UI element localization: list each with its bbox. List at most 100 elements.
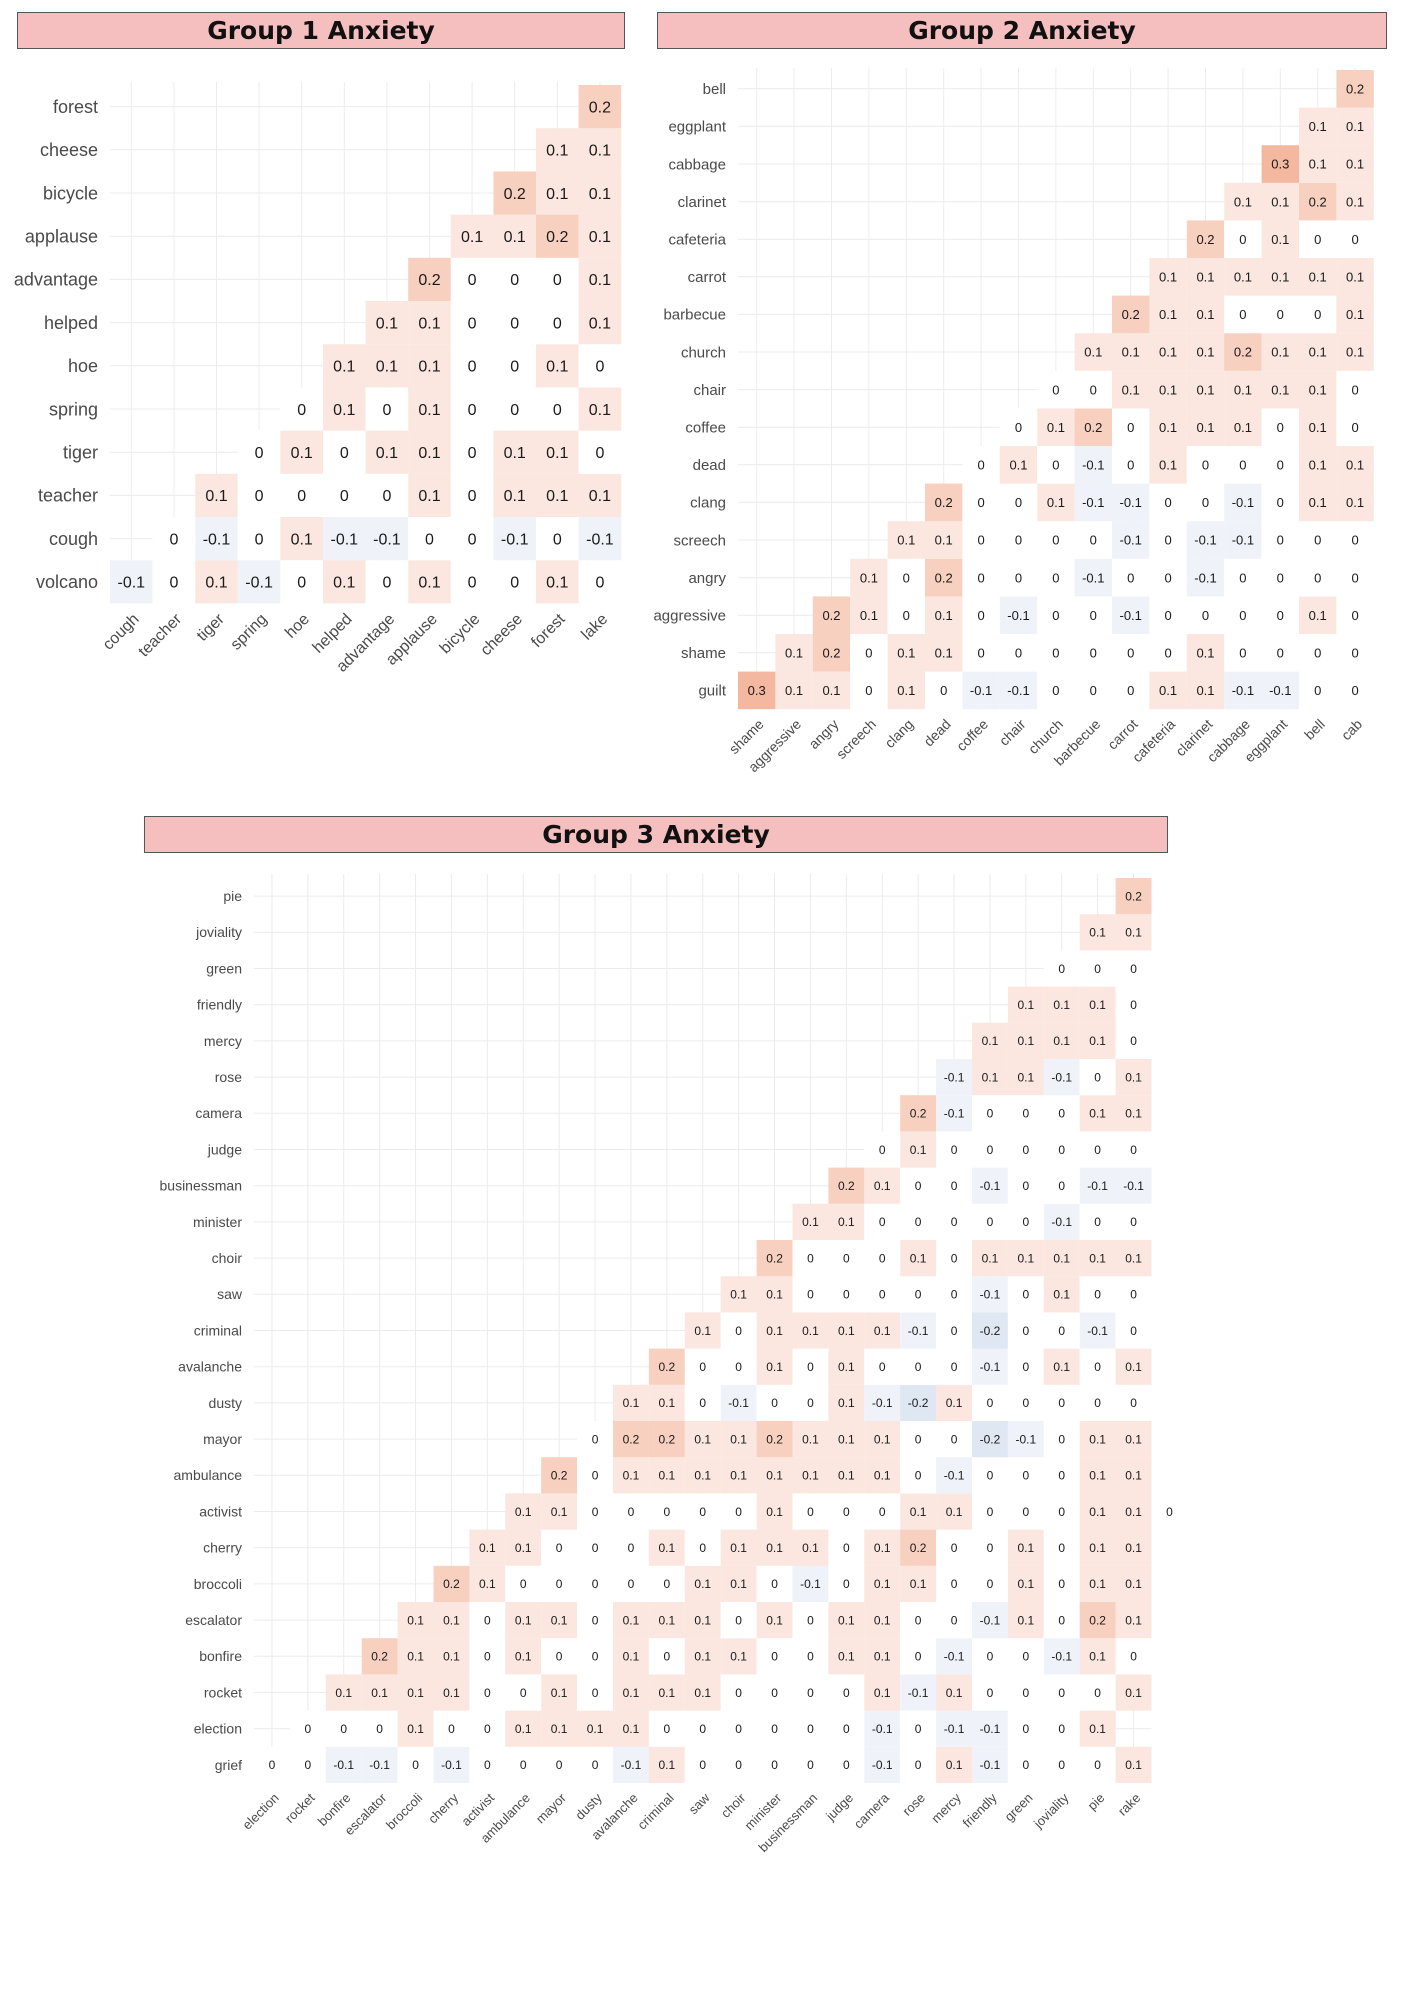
heatmap-cell [792,1384,829,1421]
cell-value-label: 0 [1130,1324,1137,1338]
cell-value-label: 0 [1314,683,1321,698]
cell-value-label: 0.2 [623,1432,640,1446]
cell-value-label: -0.2 [980,1432,1001,1446]
cell-value-label: 0.1 [1159,683,1177,698]
heatmap-cell [1224,596,1262,634]
heatmap-cell [1074,408,1112,446]
heatmap-cell [962,558,1000,597]
heatmap-cell [1115,1638,1152,1675]
heatmap-cell [900,1710,937,1747]
cell-value-label: 0 [484,1686,491,1700]
heatmap-cell [1007,1746,1044,1783]
heatmap-cell [1079,1457,1116,1494]
heatmap-cell [1115,1457,1152,1494]
cell-value-label: 0.1 [874,1577,891,1591]
cell-value-label: -0.1 [1232,683,1254,698]
cell-value-label: 0 [1166,1505,1173,1519]
heatmap-cell [1115,950,1152,987]
cell-value-label: 0 [807,1396,814,1410]
y-tick-label: joviality [195,924,242,940]
cell-value-label: -0.1 [1269,683,1291,698]
cell-value-label: 0.2 [1084,420,1102,435]
cell-value-label: 0.1 [623,1686,640,1700]
heatmap-cell [887,558,925,597]
cell-value-label: 0.1 [860,570,878,585]
heatmap-cell [936,1602,972,1639]
cell-value-label: 0.1 [1234,194,1252,209]
cell-value-label: 0.1 [694,1577,711,1591]
cell-value-label: 0.1 [418,575,440,592]
heatmap-cell [962,521,1000,559]
cell-value-label: 0 [951,1288,958,1302]
cell-value-label: 0 [382,402,391,419]
cell-value-label: 0 [468,531,477,548]
heatmap-cell [541,1638,578,1675]
heatmap-cell [1149,446,1187,484]
heatmap-cell [1074,596,1112,634]
heatmap-cell [1115,1384,1152,1421]
heatmap-cell [756,1276,793,1313]
heatmap-cell [1224,558,1262,597]
heatmap-cell [1112,483,1150,522]
heatmap-cell [1079,1167,1116,1204]
cell-value-label: 0.2 [504,186,526,203]
heatmap-cell [1079,1276,1116,1313]
y-tick-label: businessman [160,1178,243,1194]
heatmap-cell [493,560,536,604]
heatmap-cell [648,1565,685,1602]
cell-value-label: -0.1 [872,1396,893,1410]
heatmap-cell [577,1529,613,1566]
cell-value-label: -0.1 [980,1722,1001,1736]
cell-value-label: 0.1 [623,1613,640,1627]
x-tick-label: lake [578,611,611,644]
cell-value-label: 0 [169,575,178,592]
heatmap-cell [1261,258,1299,296]
cell-value-label: -0.1 [944,1469,965,1483]
heatmap-cell [936,1384,972,1421]
heatmap-cell [792,1493,829,1530]
heatmap-cell [1079,1059,1116,1096]
x-tick-label: dead [920,716,953,749]
heatmap-cell [450,257,494,301]
heatmap-cell [828,1167,865,1204]
heatmap-cell [195,517,238,561]
heatmap-cell [684,1746,721,1783]
heatmap-cell [720,1710,757,1747]
cell-value-label: 0.1 [333,575,355,592]
heatmap-cell [792,1421,829,1458]
cell-value-label: 0.1 [659,1469,676,1483]
cell-value-label: 0 [664,1722,671,1736]
heatmap-cell [850,634,888,672]
cell-value-label: -0.1 [118,575,146,592]
heatmap-cell [505,1602,542,1639]
cell-value-label: 0.1 [730,1541,747,1555]
heatmap-cell [1149,370,1187,409]
heatmap-cell [1112,634,1150,672]
heatmap-cell [972,1240,1008,1277]
heatmap-cell [684,1384,721,1421]
y-tick-label: barbecue [663,307,726,324]
heatmap-cell [1336,408,1374,446]
cell-value-label: -0.1 [970,683,992,698]
cell-value-label: 0.1 [659,1396,676,1410]
heatmap-cell [1224,408,1262,446]
cell-value-label: 0.1 [874,1469,891,1483]
cell-value-label: 0.1 [333,359,355,376]
cell-value-label: 0 [556,1541,563,1555]
heatmap-cell [1224,258,1262,296]
heatmap-cell [541,1746,578,1783]
heatmap-cell [1336,258,1374,296]
heatmap-panel-group-3: Group 3 Anxiety 0 0 -0.1 -0.1 0 -0.1 0 0 0 0 -0.1 0… [0,800,1188,1880]
cell-value-label: 0.1 [1125,1432,1142,1446]
heatmap-cell [756,1602,793,1639]
heatmap-cell [1074,558,1112,597]
heatmap-cell [1149,408,1187,446]
cell-value-label: 0 [1058,1541,1065,1555]
heatmap-cell [648,1421,685,1458]
heatmap-cell [613,1421,649,1458]
heatmap-cell [1079,1421,1116,1458]
heatmap-cell [684,1710,721,1747]
cell-value-label: 0 [1351,232,1358,247]
cell-value-label: 0.1 [946,1396,963,1410]
heatmap-cell [323,560,366,604]
